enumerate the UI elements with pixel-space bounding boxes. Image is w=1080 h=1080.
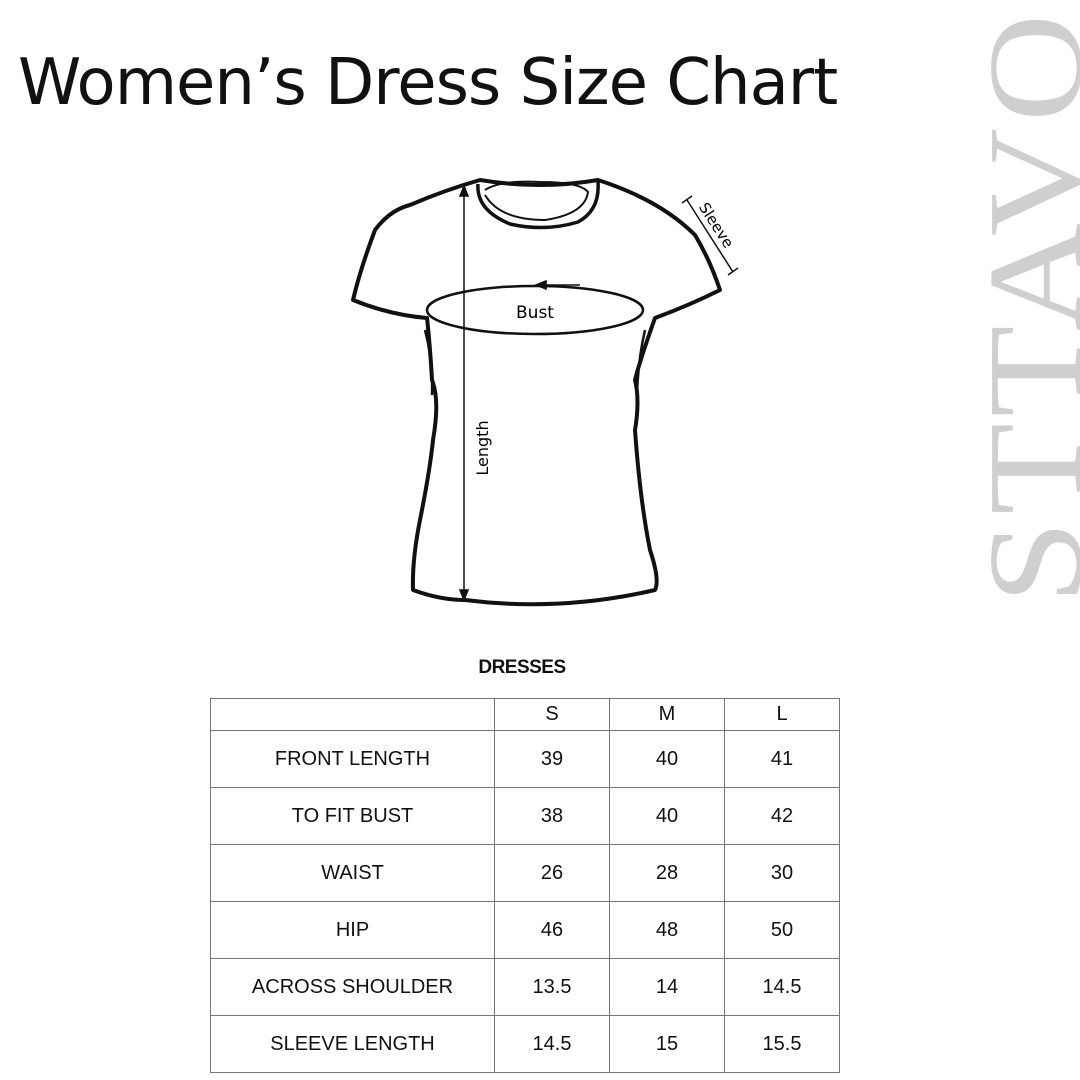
row-label: ACROSS SHOULDER [210,958,495,1016]
cell: 40 [609,730,725,788]
header-cell [210,698,495,731]
sleeve-arrow [686,199,734,273]
cell: 48 [609,901,725,959]
cell: 15 [609,1015,725,1073]
cell: 14.5 [724,958,840,1016]
page-title: Women’s Dress Size Chart [18,46,838,120]
table-row: WAIST 26 28 30 [210,844,840,902]
cell: 15.5 [724,1015,840,1073]
cell: 28 [609,844,725,902]
cell: 39 [494,730,610,788]
table-caption: DRESSES [478,657,566,678]
row-label: TO FIT BUST [210,787,495,845]
table-row: ACROSS SHOULDER 13.5 14 14.5 [210,958,840,1016]
length-label: Length [473,420,492,475]
cell: 14.5 [494,1015,610,1073]
row-label: SLEEVE LENGTH [210,1015,495,1073]
row-label: HIP [210,901,495,959]
table-header-row: S M L [210,698,840,731]
table-row: HIP 46 48 50 [210,901,840,959]
cell: 42 [724,787,840,845]
header-cell-l: L [724,698,840,731]
header-cell-s: S [494,698,610,731]
cell: 46 [494,901,610,959]
table-row: FRONT LENGTH 39 40 41 [210,730,840,788]
cell: 26 [494,844,610,902]
brand-watermark: STTAVOSS [960,0,1080,604]
cell: 13.5 [494,958,610,1016]
bust-label: Bust [516,303,554,323]
bust-ellipse [425,284,645,336]
table-row: TO FIT BUST 38 40 42 [210,787,840,845]
cell: 38 [494,787,610,845]
cell: 50 [724,901,840,959]
cell: 40 [609,787,725,845]
row-label: FRONT LENGTH [210,730,495,788]
header-cell-m: M [609,698,725,731]
size-table: S M L FRONT LENGTH 39 40 41 TO FIT BUST … [210,698,840,1073]
tshirt-diagram: Bust Length Sleeve [351,178,739,607]
shirt-outline [351,178,722,607]
neckline [476,181,600,230]
cell: 30 [724,844,840,902]
table-row: SLEEVE LENGTH 14.5 15 15.5 [210,1015,840,1073]
row-label: WAIST [210,844,495,902]
cell: 41 [724,730,840,788]
cell: 14 [609,958,725,1016]
bust-arrow [533,279,547,291]
